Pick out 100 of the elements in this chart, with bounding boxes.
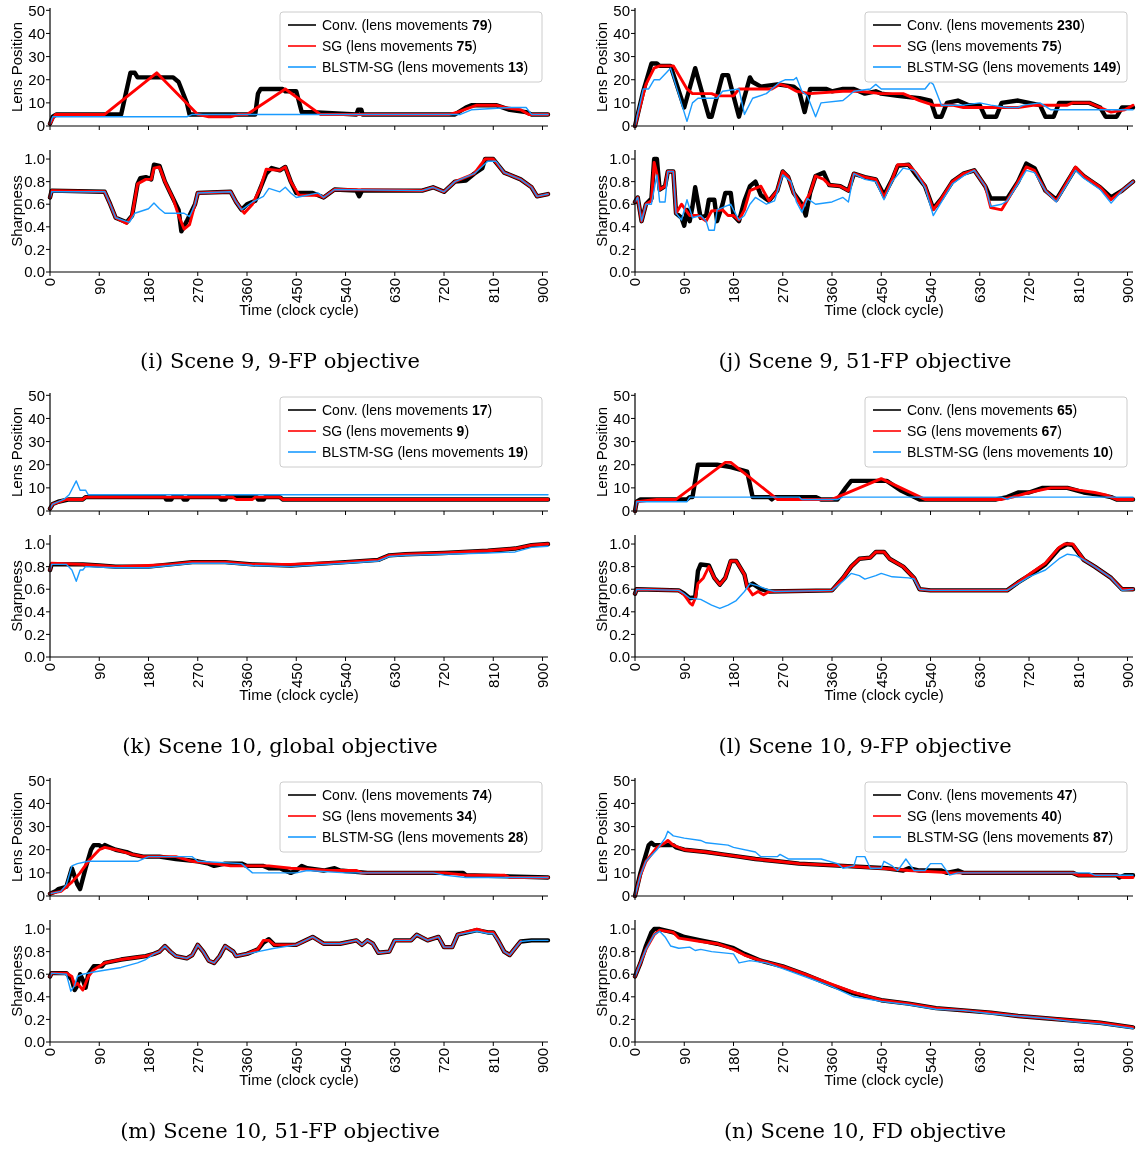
y-tick-label: 0 [36,887,45,905]
y-tick-label: 40 [28,24,45,42]
x-tick-label: 270 [189,663,207,689]
y-tick-label: 10 [28,864,45,882]
x-tick-label: 270 [189,1048,207,1074]
x-tick-label: 360 [238,1048,256,1074]
y-tick-label: 40 [28,409,45,427]
x-tick-label: 180 [139,1048,157,1074]
legend-label: SG (lens movements 40) [907,807,1062,824]
legend-label: Conv. (lens movements 74) [322,786,493,803]
x-tick-label: 900 [1118,278,1136,304]
y-tick-label: 0.4 [24,603,45,621]
x-tick-label: 450 [287,1048,305,1074]
y-tick-label: 0.8 [609,942,630,960]
x-tick-label: 810 [1069,278,1087,304]
y-tick-label: 0.4 [24,218,45,236]
x-tick-label: 90 [90,663,108,680]
y-tick-label: 0.4 [24,988,45,1006]
x-tick-label: 180 [724,278,742,304]
y-tick-label: 20 [28,455,45,473]
x-tick-label: 90 [675,1048,693,1065]
y-tick-label: 0.0 [24,1033,45,1051]
legend-label: SG (lens movements 67) [907,422,1062,439]
x-tick-label: 810 [484,663,502,689]
text: (k) Scene 10, global objective [122,734,438,758]
y-tick-label: 30 [613,817,630,835]
y-tick-label: 20 [613,840,630,858]
y-tick-label: 0.6 [24,195,45,213]
y-tick-label: 0.6 [609,580,630,598]
x-tick-label: 270 [774,663,792,689]
legend-label: Conv. (lens movements 79) [322,16,493,33]
x-tick-label: 90 [675,278,693,295]
y-tick-label: 40 [28,794,45,812]
y-tick-label: 10 [613,864,630,882]
y-axis-title: Sharpness [8,945,25,1017]
x-tick-label: 360 [823,1048,841,1074]
legend-label: BLSTM-SG (lens movements 149) [907,58,1121,75]
x-tick-label: 360 [823,278,841,304]
y-tick-label: 0.6 [609,965,630,983]
text: (m) Scene 10, 51-FP objective [120,1119,440,1143]
y-tick-label: 0.2 [609,240,630,258]
y-tick-label: 10 [613,479,630,497]
x-tick-label: 720 [435,1048,453,1074]
text: (l) Scene 10, 9-FP objective [718,734,1012,758]
y-tick-label: 0.0 [609,1033,630,1051]
x-tick-label: 630 [386,1048,404,1074]
legend-label: BLSTM-SG (lens movements 87) [907,828,1114,845]
x-tick-label: 900 [533,663,551,689]
x-tick-label: 360 [823,663,841,689]
y-tick-label: 0.8 [24,557,45,575]
y-tick-label: 0.0 [24,263,45,281]
y-tick-label: 30 [28,432,45,450]
y-tick-label: 0.8 [609,172,630,190]
x-tick-label: 360 [238,663,256,689]
y-tick-label: 1.0 [609,920,630,938]
y-tick-label: 0.2 [24,625,45,643]
x-tick-label: 630 [386,663,404,689]
legend-label: BLSTM-SG (lens movements 19) [322,443,529,460]
legend-label: BLSTM-SG (lens movements 13) [322,58,529,75]
y-tick-label: 20 [613,70,630,88]
legend-label: SG (lens movements 34) [322,807,477,824]
y-tick-label: 30 [613,47,630,65]
y-tick-label: 1.0 [609,535,630,553]
x-tick-label: 180 [724,1048,742,1074]
y-tick-label: 50 [613,771,630,789]
y-tick-label: 40 [613,409,630,427]
x-tick-label: 540 [336,278,354,304]
legend-label: SG (lens movements 75) [907,37,1062,54]
y-tick-label: 0 [621,887,630,905]
x-tick-label: 720 [1020,663,1038,689]
y-tick-label: 10 [613,94,630,112]
x-tick-label: 810 [1069,1048,1087,1074]
y-axis-title: Lens Position [8,406,25,498]
y-axis-title: Lens Position [593,791,610,883]
y-tick-label: 0.2 [609,625,630,643]
x-tick-label: 900 [1118,1048,1136,1074]
y-tick-label: 0.2 [24,1010,45,1028]
x-tick-label: 360 [238,278,256,304]
y-axis-title: Lens Position [8,21,25,113]
legend-label: SG (lens movements 75) [322,37,477,54]
text: (n) Scene 10, FD objective [723,1119,1007,1143]
y-axis-title: Sharpness [8,560,25,632]
y-tick-label: 20 [613,455,630,473]
y-tick-label: 1.0 [609,150,630,168]
x-tick-label: 540 [336,1048,354,1074]
y-tick-label: 50 [613,386,630,404]
x-tick-label: 540 [921,663,939,689]
y-axis-title: Lens Position [593,21,610,113]
y-tick-label: 1.0 [24,920,45,938]
x-tick-label: 540 [921,278,939,304]
y-tick-label: 0.2 [609,1010,630,1028]
y-tick-label: 0.0 [609,263,630,281]
y-tick-label: 0.4 [609,603,630,621]
y-tick-label: 0.8 [24,172,45,190]
x-tick-label: 450 [872,663,890,689]
text: (j) Scene 9, 51-FP objective [718,349,1012,373]
y-axis-title: Sharpness [593,175,610,247]
x-tick-label: 90 [90,278,108,295]
y-tick-label: 40 [613,24,630,42]
y-tick-label: 0.0 [609,648,630,666]
